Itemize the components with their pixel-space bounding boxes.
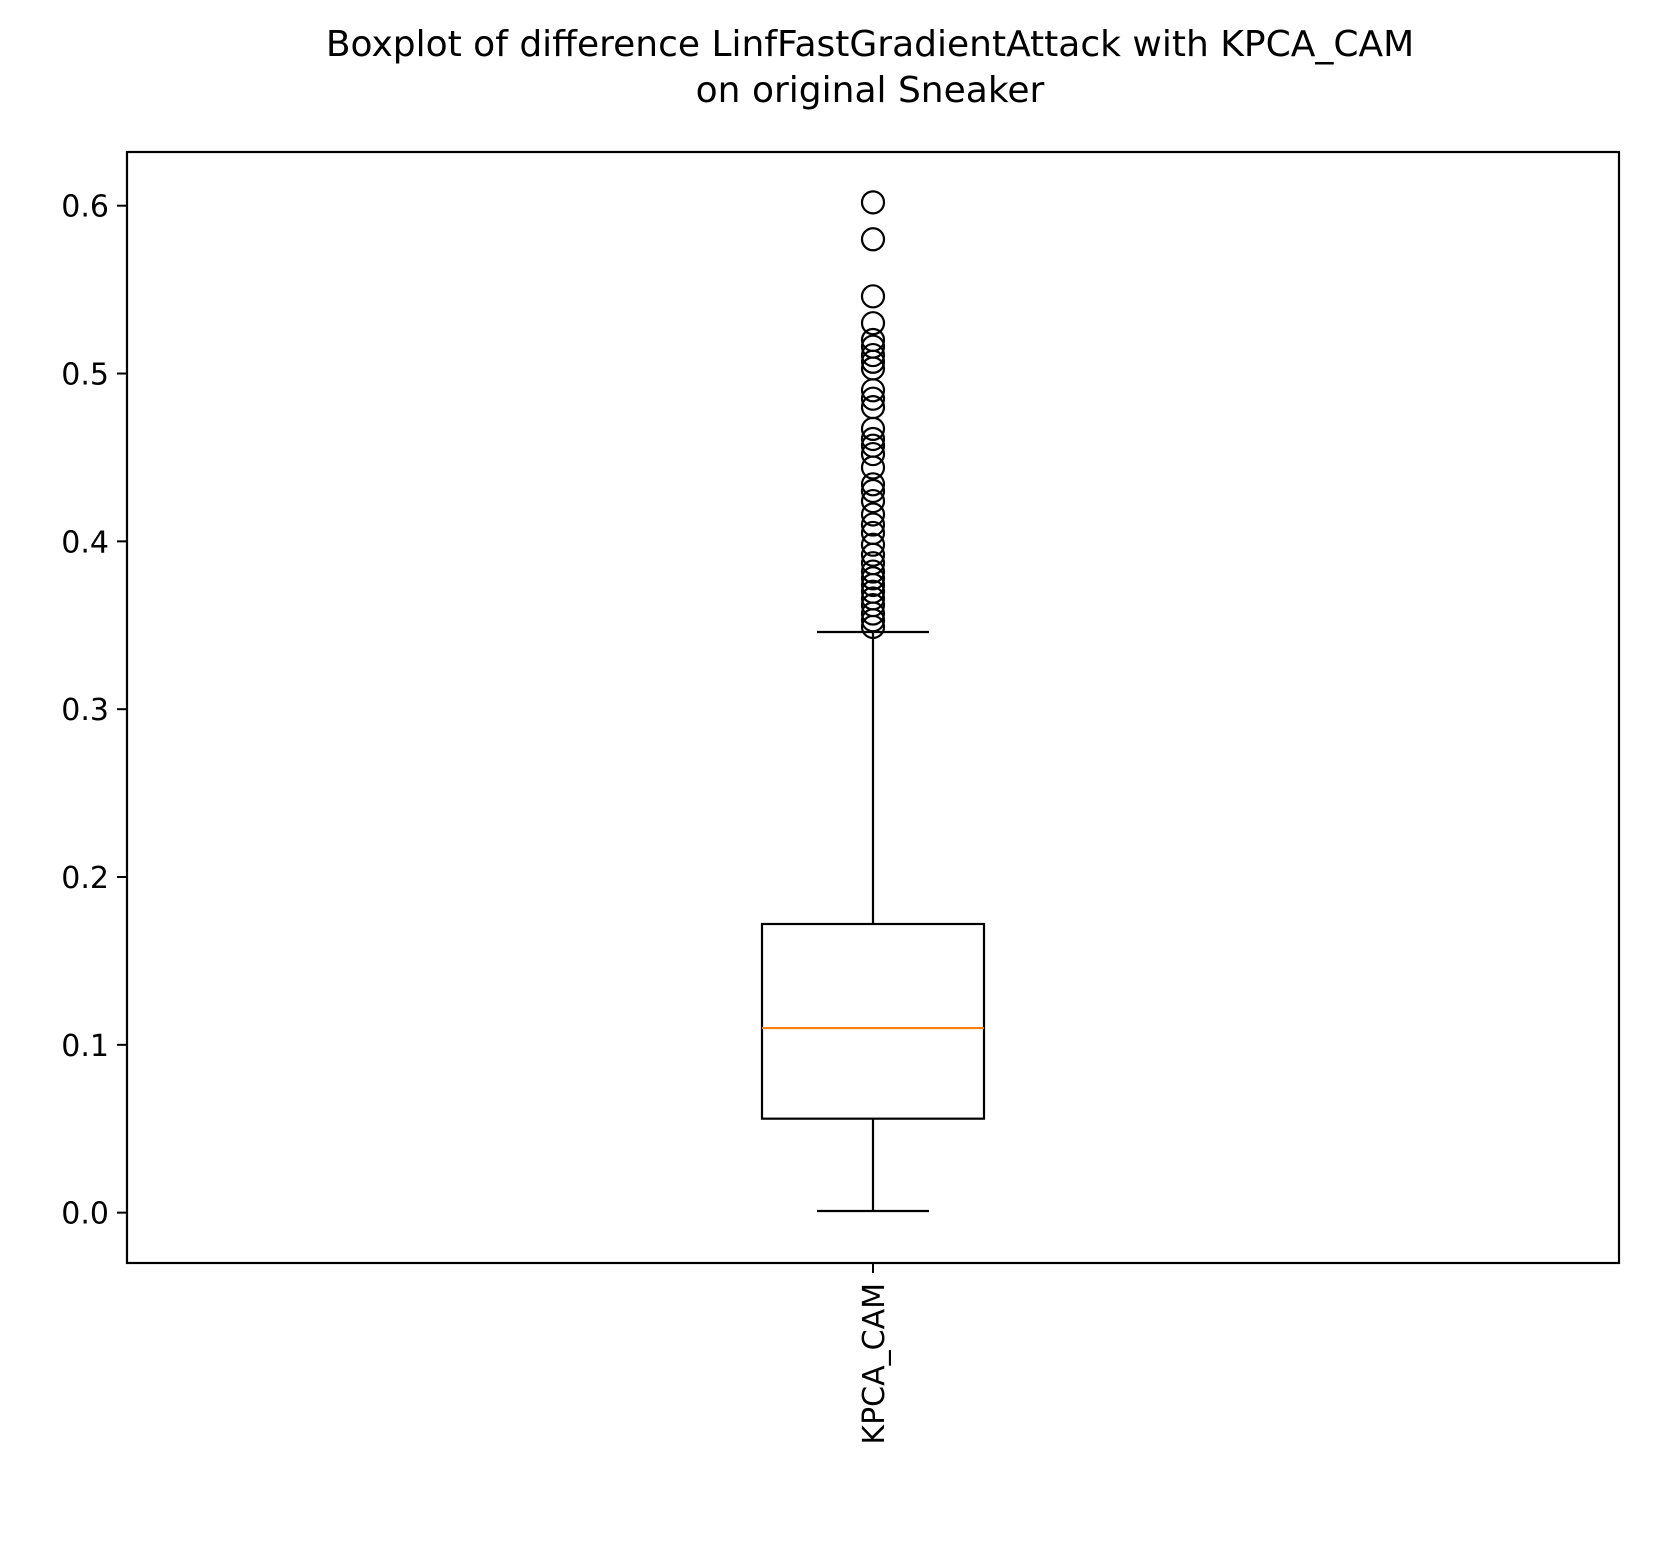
outlier-point bbox=[860, 586, 886, 611]
outlier-point bbox=[860, 488, 886, 514]
x-tick-label: KPCA_CAM bbox=[857, 1283, 892, 1445]
y-tick-label: 0.3 bbox=[61, 693, 109, 728]
y-tick-label: 0.1 bbox=[61, 1029, 109, 1064]
y-axis: 0.0 0.1 0.2 0.3 0.4 0.5 0.6 bbox=[61, 190, 127, 1232]
outlier-point bbox=[860, 512, 886, 537]
chart-title-line-2: on original Sneaker bbox=[695, 70, 1045, 111]
outlier-point bbox=[860, 559, 886, 584]
iqr-box bbox=[760, 922, 986, 1120]
outlier-point bbox=[860, 190, 886, 215]
chart-title: Boxplot of difference LinfFastGradientAt… bbox=[0, 22, 1656, 114]
outlier-point bbox=[860, 311, 886, 336]
outlier-point bbox=[860, 334, 886, 359]
y-tick-label: 0.0 bbox=[61, 1197, 109, 1232]
outlier-point bbox=[860, 593, 886, 618]
outlier-point bbox=[860, 426, 886, 452]
outlier-point bbox=[860, 532, 886, 557]
outlier-point bbox=[860, 433, 886, 458]
outlier-point bbox=[860, 551, 886, 576]
outlier-point bbox=[860, 472, 886, 497]
y-tick-label: 0.5 bbox=[61, 358, 109, 393]
box-group bbox=[760, 190, 986, 1213]
y-tick-label: 0.6 bbox=[61, 190, 109, 225]
outlier-point bbox=[860, 284, 886, 309]
outlier-point bbox=[860, 579, 886, 604]
outlier-point bbox=[860, 394, 886, 420]
outlier-point bbox=[860, 441, 886, 467]
outlier-point bbox=[860, 478, 886, 504]
chart-title-line-1: Boxplot of difference LinfFastGradientAt… bbox=[325, 24, 1415, 65]
outlier-point bbox=[860, 502, 886, 527]
outlier-point bbox=[860, 342, 886, 368]
outlier-point bbox=[860, 386, 886, 411]
y-tick-label: 0.4 bbox=[61, 525, 109, 560]
y-tick-label: 0.2 bbox=[61, 861, 109, 896]
outlier-point bbox=[860, 327, 886, 353]
x-axis: KPCA_CAM bbox=[857, 1263, 892, 1445]
outlier-point bbox=[860, 227, 886, 252]
outlier-point bbox=[860, 455, 886, 480]
outlier-point bbox=[860, 520, 886, 546]
outlier-point bbox=[860, 566, 886, 591]
